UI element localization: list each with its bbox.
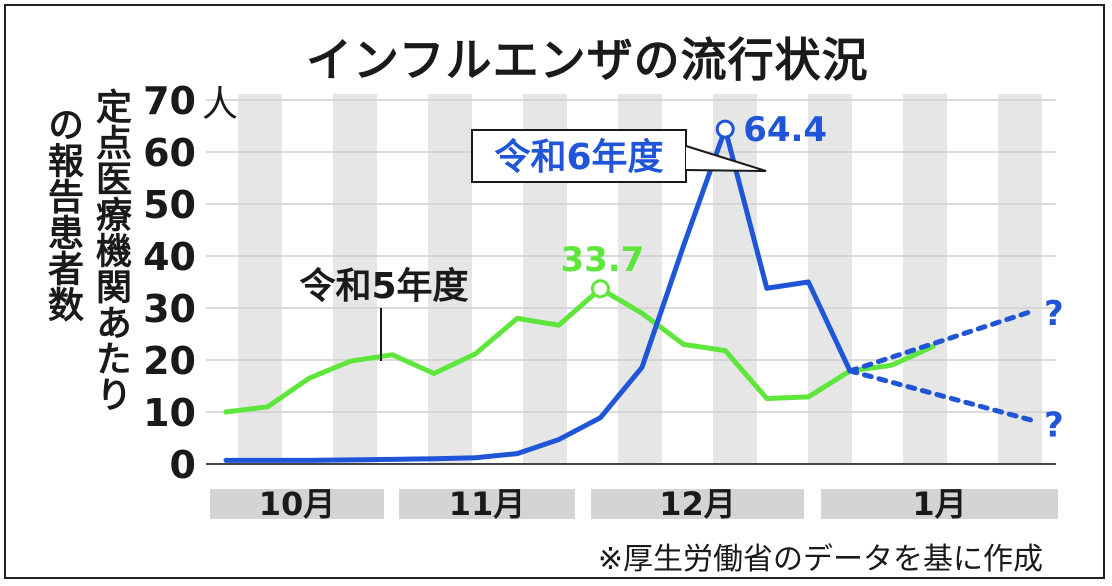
- y-unit-label: 人: [202, 84, 238, 125]
- peak-marker-reiwa6: [715, 119, 735, 139]
- month-bar: [210, 489, 384, 519]
- series-label-pointer-reiwa6: [685, 145, 767, 172]
- month-bar: [591, 489, 804, 519]
- chart-frame: インフルエンザの流行状況 定点医療機関あたり の報告患者数 0 10 20 30 40 5…: [4, 4, 1105, 579]
- series-label-reiwa5: 令和5年度: [299, 266, 468, 307]
- y-tick-label: 50: [143, 183, 196, 227]
- background-stripe: [333, 94, 377, 464]
- y-tick-label: 70: [143, 79, 196, 123]
- month-bar: [399, 489, 575, 519]
- projection-label-down: ?: [1044, 405, 1064, 445]
- series-line-reiwa6: [223, 126, 853, 463]
- background-stripe: [713, 94, 757, 464]
- projection-line-down: [847, 368, 1037, 424]
- background-stripe: [808, 94, 852, 464]
- month-label: 1月: [912, 485, 966, 523]
- background-stripe: [998, 94, 1042, 464]
- series-label-reiwa6: 令和6年度: [494, 137, 663, 178]
- peak-marker-reiwa5: [590, 279, 610, 299]
- month-label: 11月: [449, 485, 526, 523]
- month-bar: [821, 489, 1058, 519]
- series-line-reiwa5: [223, 286, 936, 415]
- source-note: ※厚生労働省のデータを基に作成: [597, 542, 1043, 577]
- background-stripe: [428, 94, 472, 464]
- y-tick-label: 30: [143, 287, 196, 331]
- projection-line-up: [847, 308, 1037, 374]
- y-axis-label-continued: の報告患者数: [42, 106, 83, 322]
- line-chart: 0 10 20 30 40 50 60 70 人 10月 11月 12月 1月?? 33.7 64.4 令和5…: [143, 79, 1064, 523]
- projection-label-up: ?: [1044, 294, 1064, 334]
- background-stripe: [903, 94, 947, 464]
- y-tick-label: 0: [170, 443, 196, 487]
- month-label: 10月: [259, 485, 336, 523]
- y-axis-label: 定点医療機関あたり: [90, 88, 131, 412]
- y-tick-label: 60: [143, 131, 196, 175]
- y-tick-label: 20: [143, 339, 196, 383]
- month-label: 12月: [659, 485, 736, 523]
- y-tick-label: 10: [143, 391, 196, 435]
- peak-value-reiwa6: 64.4: [743, 110, 827, 150]
- y-tick-label: 40: [143, 235, 196, 279]
- peak-value-reiwa5: 33.7: [560, 240, 644, 280]
- chart-title: インフルエンザの流行状況: [306, 33, 869, 87]
